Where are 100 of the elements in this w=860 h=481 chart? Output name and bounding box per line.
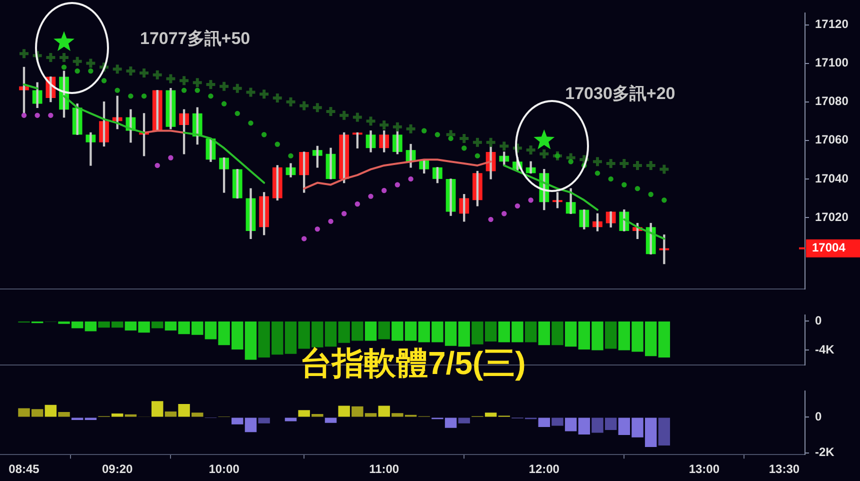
point bbox=[154, 162, 160, 168]
x-tick-label: 12:00 bbox=[528, 462, 560, 476]
point bbox=[288, 153, 294, 158]
point bbox=[208, 93, 214, 99]
point bbox=[538, 148, 550, 160]
bar bbox=[564, 418, 577, 432]
bar bbox=[44, 404, 57, 417]
point bbox=[218, 80, 230, 92]
point bbox=[594, 170, 600, 176]
y-tick-label: 0 bbox=[815, 313, 822, 328]
point bbox=[338, 109, 350, 122]
point bbox=[244, 86, 257, 98]
point bbox=[394, 182, 400, 188]
annotation: 17077多訊+50 bbox=[140, 28, 250, 48]
point bbox=[534, 129, 555, 150]
y-tick-label: -2K bbox=[815, 445, 835, 460]
point bbox=[101, 78, 107, 84]
point bbox=[351, 111, 364, 124]
point bbox=[48, 112, 54, 118]
x-tick-label: 13:30 bbox=[768, 462, 800, 476]
point bbox=[634, 186, 640, 192]
y-tick-label: 17060 bbox=[815, 132, 849, 147]
annotation: 17030多訊+20 bbox=[565, 84, 676, 104]
point bbox=[284, 96, 297, 108]
point bbox=[381, 188, 387, 194]
point bbox=[341, 211, 347, 216]
bar bbox=[152, 401, 164, 417]
point bbox=[328, 218, 334, 224]
point bbox=[502, 211, 507, 216]
point bbox=[168, 155, 174, 160]
point bbox=[448, 136, 454, 142]
point bbox=[404, 122, 417, 135]
point bbox=[111, 63, 124, 76]
point bbox=[298, 100, 310, 112]
point bbox=[434, 132, 440, 138]
annotation: 台指軟體7/5(三) bbox=[300, 344, 526, 382]
bar bbox=[178, 404, 190, 417]
point bbox=[21, 112, 27, 118]
point bbox=[511, 142, 524, 154]
point bbox=[71, 55, 84, 68]
point bbox=[648, 192, 654, 197]
bar bbox=[552, 418, 564, 426]
point bbox=[568, 159, 574, 164]
x-tick-label: 10:00 bbox=[208, 462, 240, 476]
point bbox=[408, 176, 414, 182]
y-tick-label: 17120 bbox=[815, 17, 849, 32]
point bbox=[462, 146, 467, 151]
point bbox=[354, 201, 360, 207]
bar bbox=[192, 412, 204, 417]
point bbox=[234, 110, 240, 116]
point bbox=[34, 112, 40, 118]
bar bbox=[458, 418, 470, 424]
bar bbox=[324, 418, 337, 423]
point bbox=[471, 136, 484, 148]
bar bbox=[284, 418, 297, 422]
y-tick-label: 17080 bbox=[815, 94, 849, 108]
point bbox=[498, 140, 510, 152]
point bbox=[258, 88, 270, 100]
bar bbox=[538, 418, 550, 427]
y-tick-label: 17040 bbox=[815, 171, 849, 186]
bar bbox=[484, 412, 497, 417]
bar bbox=[338, 406, 350, 417]
point bbox=[194, 88, 200, 93]
ref-line-label: 17004 bbox=[812, 240, 846, 255]
x-tick-label: 13:00 bbox=[688, 462, 720, 476]
point bbox=[141, 93, 147, 99]
point bbox=[608, 176, 614, 182]
x-tick-label: 09:20 bbox=[102, 462, 134, 476]
point bbox=[261, 132, 267, 138]
point bbox=[178, 74, 190, 87]
point bbox=[221, 101, 227, 106]
point bbox=[88, 68, 94, 74]
bar bbox=[71, 418, 84, 420]
point bbox=[364, 115, 377, 128]
y-tick-label: 17020 bbox=[815, 210, 849, 224]
point bbox=[61, 64, 67, 70]
point bbox=[301, 236, 307, 242]
point bbox=[488, 216, 494, 222]
point bbox=[662, 198, 667, 203]
point bbox=[528, 198, 534, 203]
bar bbox=[258, 418, 270, 424]
y-tick-label: -4K bbox=[815, 342, 835, 357]
point bbox=[181, 88, 187, 93]
point bbox=[248, 120, 254, 126]
point bbox=[128, 93, 134, 99]
bar bbox=[378, 406, 390, 417]
point bbox=[314, 226, 320, 232]
bar bbox=[578, 418, 590, 434]
point bbox=[658, 163, 670, 176]
bar bbox=[312, 414, 324, 417]
point bbox=[231, 82, 244, 94]
point bbox=[151, 68, 164, 81]
point bbox=[271, 92, 284, 104]
point bbox=[274, 142, 280, 147]
point bbox=[368, 194, 374, 199]
point bbox=[54, 31, 74, 52]
point bbox=[114, 88, 120, 93]
point bbox=[554, 153, 560, 158]
point bbox=[474, 153, 480, 158]
point bbox=[164, 72, 177, 85]
